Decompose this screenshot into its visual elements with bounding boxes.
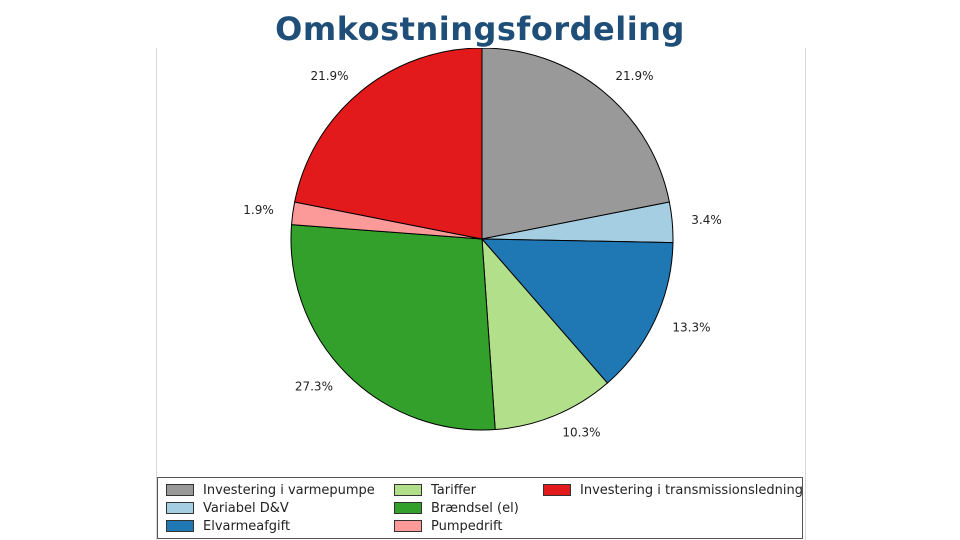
- legend-swatch: [394, 520, 422, 532]
- legend-item: Investering i transmissionsledning: [543, 481, 803, 499]
- chart-area: 21.9% 3.4% 13.3% 10.3% 27.3% 1.9% 21.9% Invest…: [156, 48, 806, 540]
- slice-percent-label: 3.4%: [691, 213, 722, 227]
- slice-percent-label: 21.9%: [310, 69, 348, 83]
- legend-item: Variabel D&V: [166, 499, 289, 517]
- chart-legend: Investering i varmepumpe Variabel D&V Elva…: [157, 477, 803, 539]
- legend-item: Brændsel (el): [394, 499, 519, 517]
- legend-item: Tariffer: [394, 481, 476, 499]
- pie-slice: [481, 237, 609, 431]
- legend-label: Variabel D&V: [203, 500, 289, 516]
- slice-percent-label: 10.3%: [562, 426, 600, 440]
- slice-percent-label: 13.3%: [672, 320, 710, 334]
- legend-swatch: [166, 520, 194, 532]
- slice-percent-label: 27.3%: [295, 380, 333, 394]
- pie-slice: [290, 224, 496, 431]
- pie-slice: [481, 48, 670, 240]
- legend-swatch: [394, 502, 422, 514]
- pie-chart: 21.9% 3.4% 13.3% 10.3% 27.3% 1.9% 21.9%: [243, 48, 722, 440]
- legend-swatch: [394, 484, 422, 496]
- pie-slice: [480, 238, 674, 384]
- legend-label: Brændsel (el): [431, 500, 519, 516]
- legend-swatch: [543, 484, 571, 496]
- slice-percent-label: 21.9%: [615, 69, 653, 83]
- legend-label: Elvarmeafgift: [203, 518, 291, 534]
- legend-label: Tariffer: [431, 482, 477, 498]
- slice-percent-label: 1.9%: [243, 203, 274, 217]
- legend-label: Pumpedrift: [431, 518, 503, 534]
- legend-label: Investering i transmissionsledning: [580, 482, 803, 498]
- legend-swatch: [166, 484, 194, 496]
- pie-slice: [294, 48, 483, 240]
- legend-item: Elvarmeafgift: [166, 517, 290, 535]
- legend-item: Investering i varmepumpe: [166, 481, 375, 499]
- legend-swatch: [166, 502, 194, 514]
- legend-label: Investering i varmepumpe: [203, 482, 375, 498]
- legend-item: Pumpedrift: [394, 517, 502, 535]
- page-title: Omkostningsfordeling: [275, 10, 685, 48]
